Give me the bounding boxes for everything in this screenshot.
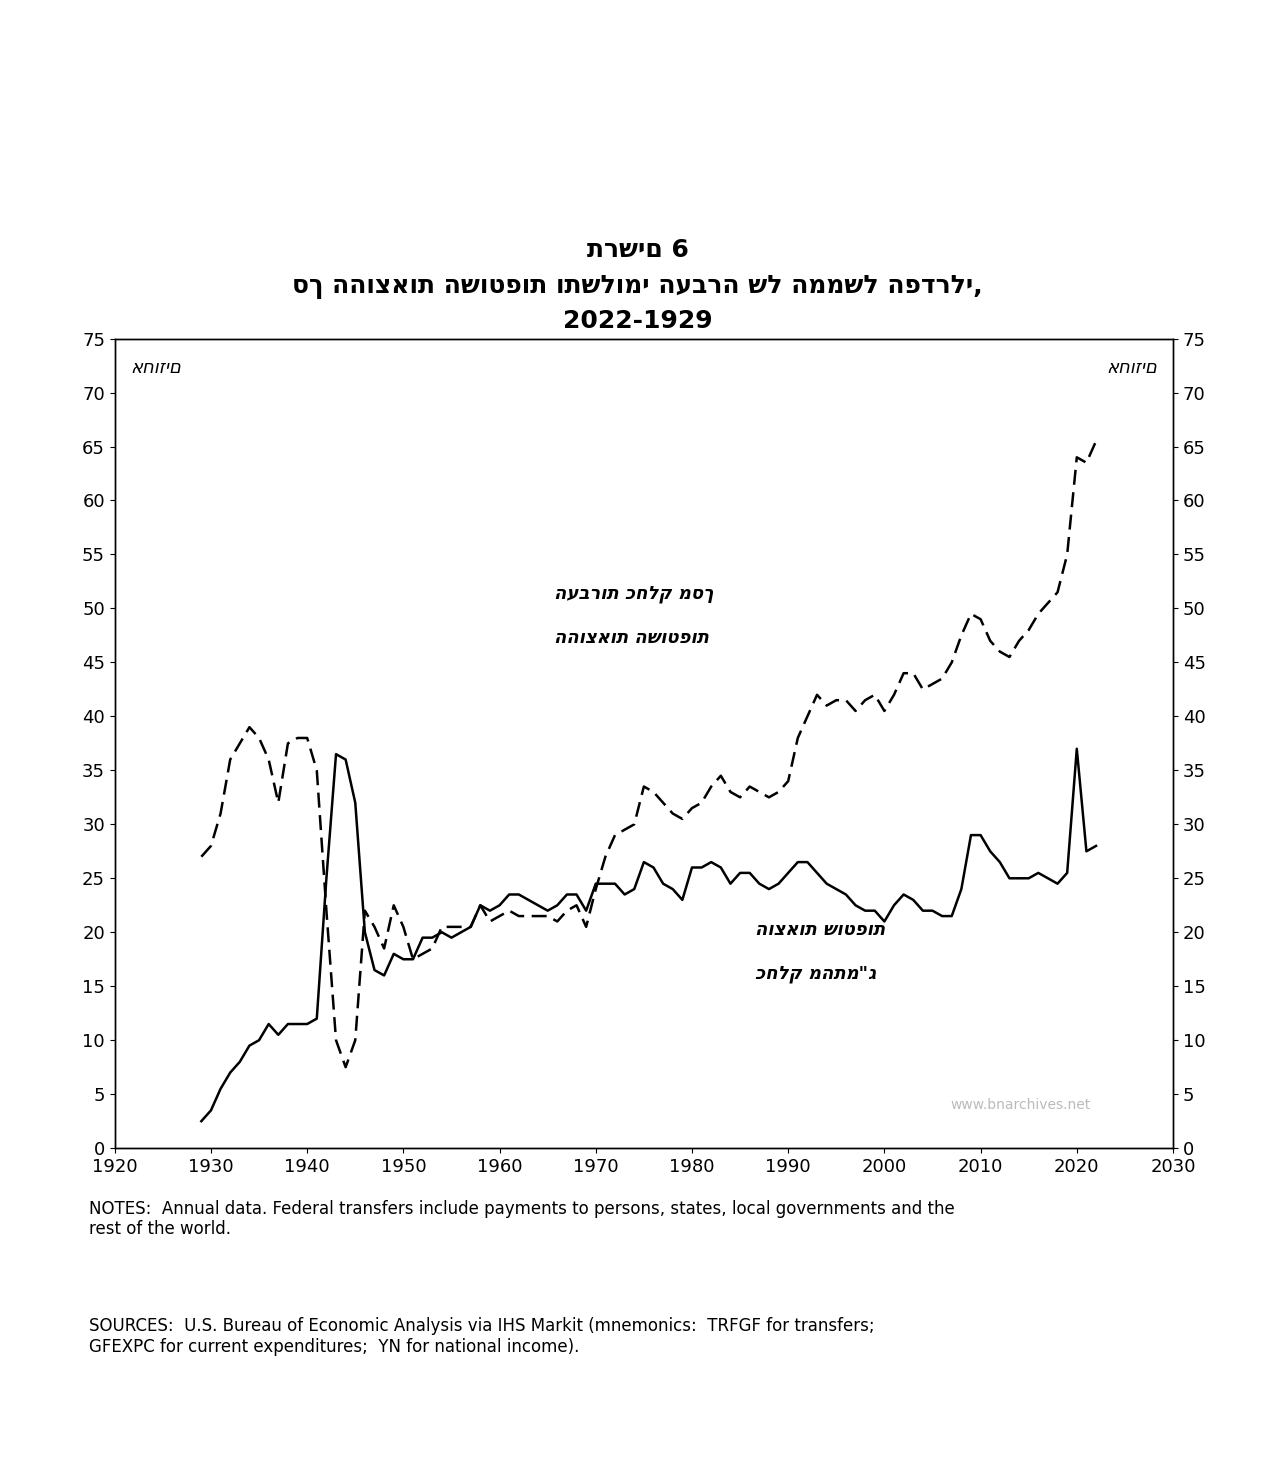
Text: כחלק מהתמ"ג: כחלק מהתמ"ג <box>755 966 876 983</box>
Text: העברות כחלק מסך: העברות כחלק מסך <box>553 584 714 602</box>
Text: אחוזים: אחוזים <box>1107 359 1158 377</box>
Text: סך ההוצאות השוטפות ותשלומי העברה של הממשל הפדרלי,: סך ההוצאות השוטפות ותשלומי העברה של הממש… <box>292 275 983 299</box>
Text: ההוצאות השוטפות: ההוצאות השוטפות <box>553 629 709 648</box>
Text: NOTES:  Annual data. Federal transfers include payments to persons, states, loca: NOTES: Annual data. Federal transfers in… <box>89 1200 955 1238</box>
Text: תרשים 6: תרשים 6 <box>586 238 688 262</box>
Text: SOURCES:  U.S. Bureau of Economic Analysis via IHS Markit (mnemonics:  TRFGF for: SOURCES: U.S. Bureau of Economic Analysi… <box>89 1317 875 1356</box>
Text: הוצאות שוטפות: הוצאות שוטפות <box>755 920 885 939</box>
Text: 2022-1929: 2022-1929 <box>562 309 713 333</box>
Text: אחוזים: אחוזים <box>130 359 181 377</box>
Text: www.bnarchives.net: www.bnarchives.net <box>951 1098 1091 1111</box>
